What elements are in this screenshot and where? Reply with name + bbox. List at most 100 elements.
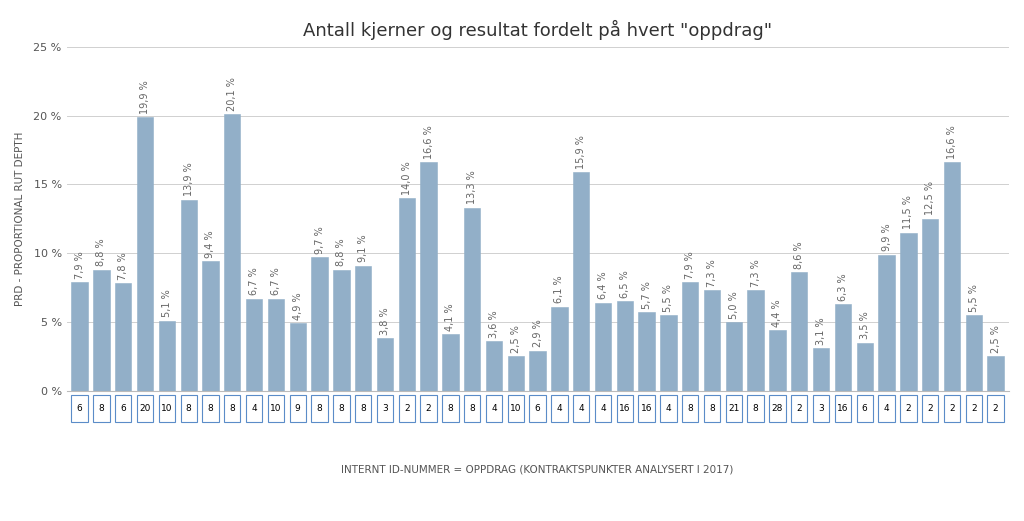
Text: 3,6 %: 3,6 % [489, 310, 499, 338]
Text: 10: 10 [161, 404, 173, 413]
Text: 20,1 %: 20,1 % [227, 77, 238, 111]
Bar [551, 307, 567, 391]
Bar [944, 163, 961, 391]
Bar [835, 304, 851, 391]
Bar [879, 255, 895, 391]
FancyBboxPatch shape [703, 395, 720, 423]
Text: 2: 2 [797, 404, 802, 413]
Text: 7,9 %: 7,9 % [75, 251, 85, 279]
Bar [682, 282, 698, 391]
Bar [115, 283, 131, 391]
FancyBboxPatch shape [93, 395, 110, 423]
FancyBboxPatch shape [180, 395, 197, 423]
Bar [159, 320, 175, 391]
Bar [508, 356, 524, 391]
Text: 4,9 %: 4,9 % [293, 292, 303, 320]
FancyBboxPatch shape [748, 395, 764, 423]
Text: 2,9 %: 2,9 % [532, 320, 543, 348]
FancyBboxPatch shape [660, 395, 677, 423]
FancyBboxPatch shape [879, 395, 895, 423]
Bar [137, 117, 154, 391]
Bar [726, 322, 742, 391]
FancyBboxPatch shape [944, 395, 961, 423]
Text: 6,7 %: 6,7 % [249, 267, 259, 295]
Text: 2,5 %: 2,5 % [990, 325, 1000, 353]
FancyBboxPatch shape [792, 395, 808, 423]
Text: 4: 4 [557, 404, 562, 413]
Text: 16,6 %: 16,6 % [424, 125, 433, 159]
FancyBboxPatch shape [203, 395, 219, 423]
Text: 5,7 %: 5,7 % [642, 281, 651, 309]
Bar [660, 315, 677, 391]
FancyBboxPatch shape [616, 395, 633, 423]
FancyBboxPatch shape [442, 395, 459, 423]
FancyBboxPatch shape [137, 395, 154, 423]
FancyBboxPatch shape [355, 395, 372, 423]
FancyBboxPatch shape [769, 395, 785, 423]
Bar [464, 208, 480, 391]
FancyBboxPatch shape [115, 395, 131, 423]
Bar [922, 219, 938, 391]
Text: 5,5 %: 5,5 % [664, 284, 674, 312]
FancyBboxPatch shape [551, 395, 567, 423]
FancyBboxPatch shape [485, 395, 502, 423]
FancyBboxPatch shape [464, 395, 480, 423]
Text: 3,1 %: 3,1 % [816, 317, 826, 345]
Bar [267, 299, 284, 391]
Bar [72, 282, 88, 391]
Bar [813, 348, 829, 391]
Bar [900, 232, 916, 391]
Text: 6: 6 [862, 404, 867, 413]
Bar [748, 290, 764, 391]
Text: 13,3 %: 13,3 % [467, 171, 477, 204]
FancyBboxPatch shape [987, 395, 1004, 423]
Bar [311, 257, 328, 391]
Text: 10: 10 [510, 404, 521, 413]
Text: 5,0 %: 5,0 % [729, 291, 739, 318]
FancyBboxPatch shape [638, 395, 654, 423]
Text: 4: 4 [600, 404, 606, 413]
Bar [355, 266, 372, 391]
FancyBboxPatch shape [421, 395, 437, 423]
FancyBboxPatch shape [529, 395, 546, 423]
Text: 4,4 %: 4,4 % [772, 299, 782, 327]
FancyBboxPatch shape [856, 395, 872, 423]
Text: 2: 2 [949, 404, 954, 413]
FancyBboxPatch shape [595, 395, 611, 423]
Bar [290, 324, 306, 391]
Text: 7,3 %: 7,3 % [707, 259, 717, 287]
Text: 2: 2 [403, 404, 410, 413]
Bar [442, 334, 459, 391]
Text: 14,0 %: 14,0 % [401, 161, 412, 195]
Text: 9,9 %: 9,9 % [882, 224, 892, 251]
Text: 3: 3 [382, 404, 388, 413]
Text: 3,8 %: 3,8 % [380, 307, 390, 335]
Text: 8: 8 [687, 404, 693, 413]
Text: 3,5 %: 3,5 % [860, 312, 869, 339]
Bar [987, 356, 1004, 391]
Text: 6,1 %: 6,1 % [554, 276, 564, 303]
FancyBboxPatch shape [682, 395, 698, 423]
Text: 4: 4 [492, 404, 497, 413]
Text: 21: 21 [728, 404, 739, 413]
Bar [529, 351, 546, 391]
Bar [966, 315, 982, 391]
Bar [792, 272, 808, 391]
Text: 8: 8 [229, 404, 236, 413]
Text: 16: 16 [620, 404, 631, 413]
Text: 4: 4 [666, 404, 672, 413]
Text: 6,7 %: 6,7 % [271, 267, 281, 295]
FancyBboxPatch shape [966, 395, 982, 423]
Bar [638, 313, 654, 391]
Text: 7,3 %: 7,3 % [751, 259, 761, 287]
FancyBboxPatch shape [72, 395, 88, 423]
Text: 10: 10 [270, 404, 282, 413]
FancyBboxPatch shape [508, 395, 524, 423]
Bar [246, 299, 262, 391]
Text: 5,5 %: 5,5 % [969, 284, 979, 312]
Text: 9,1 %: 9,1 % [358, 234, 369, 262]
Bar [333, 270, 349, 391]
Text: 8: 8 [316, 404, 323, 413]
X-axis label: INTERNT ID-NUMMER = OPPDRAG (KONTRAKTSPUNKTER ANALYSERT I 2017): INTERNT ID-NUMMER = OPPDRAG (KONTRAKTSPU… [341, 465, 734, 475]
Text: 9,4 %: 9,4 % [206, 230, 215, 258]
